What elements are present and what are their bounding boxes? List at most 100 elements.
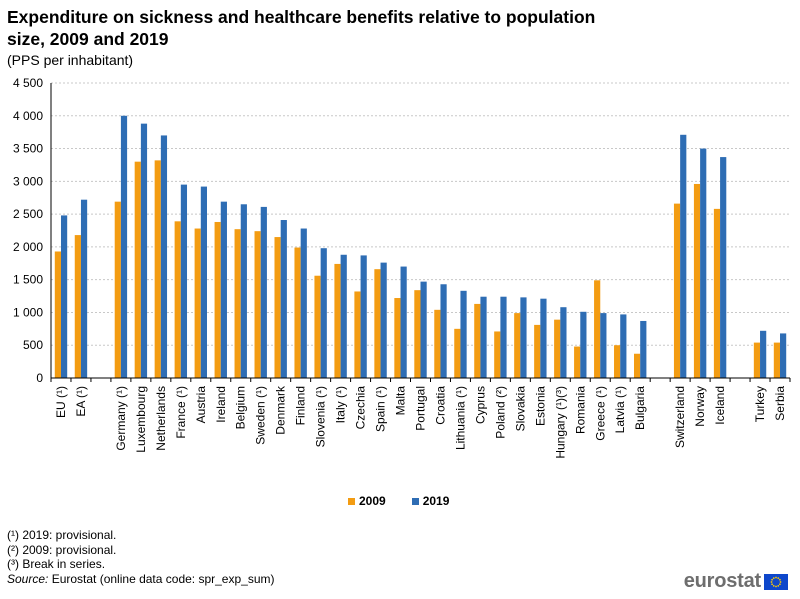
x-tick-label: Malta: [394, 386, 408, 416]
bar-2009: [514, 313, 521, 378]
bar-2019: [520, 297, 527, 378]
x-tick-label: Finland: [294, 386, 308, 425]
x-tick-label: France (¹): [174, 386, 188, 439]
y-tick-label: 1 000: [13, 305, 43, 319]
bar-2009: [154, 160, 161, 378]
y-tick-label: 3 500: [13, 142, 43, 156]
x-tick-label: Belgium: [234, 386, 248, 429]
x-tick-label: Serbia: [773, 386, 787, 421]
y-tick-label: 2 000: [13, 240, 43, 254]
bar-2009: [354, 291, 361, 378]
x-tick-label: Italy (¹): [334, 386, 348, 423]
x-tick-label: Netherlands: [154, 386, 168, 451]
bar-2009: [614, 345, 621, 378]
x-tick-label: Austria: [194, 386, 208, 424]
bar-2019: [200, 186, 207, 378]
bar-2009: [254, 231, 261, 378]
legend-swatch-2019: [411, 497, 419, 505]
legend: 2009 2019: [348, 494, 449, 508]
bar-2009: [534, 324, 541, 378]
bar-2019: [440, 284, 447, 378]
bar-2009: [574, 346, 581, 378]
x-tick-label: Turkey: [753, 386, 767, 422]
source-label: Source:: [7, 571, 49, 586]
bar-2019: [240, 204, 247, 378]
footnote: (²) 2009: provisional.: [7, 542, 117, 557]
bar-2019: [580, 311, 587, 378]
bar-2019: [320, 248, 327, 378]
bar-2009: [134, 161, 141, 378]
x-tick-label: EA (¹): [74, 386, 88, 417]
bar-2009: [274, 237, 281, 378]
bar-2009: [693, 183, 701, 378]
y-tick-label: 1 500: [13, 273, 43, 287]
x-tick-label: Lithuania (¹): [453, 386, 467, 450]
y-tick-label: 0: [36, 371, 43, 385]
x-tick-label: Denmark: [274, 385, 288, 435]
bar-2019: [780, 333, 787, 378]
bar-2019: [460, 290, 467, 378]
x-tick-label: Romania: [573, 386, 587, 434]
source-text: Eurostat (online data code: spr_exp_sum): [48, 571, 275, 586]
x-tick-label: Cyprus: [473, 386, 487, 424]
bar-2019: [680, 134, 687, 378]
bar-2019: [260, 206, 267, 378]
eu-flag-icon: [764, 573, 788, 590]
bar-2009: [474, 303, 481, 378]
bar-2009: [374, 269, 381, 378]
bar-2009: [54, 251, 61, 378]
bar-2019: [640, 320, 647, 378]
bar-2019: [60, 215, 68, 378]
bar-2019: [560, 307, 567, 378]
bar-2009: [434, 309, 441, 378]
y-tick-label: 4 500: [13, 76, 43, 90]
bar-2019: [160, 135, 168, 378]
y-tick-label: 4 000: [13, 109, 43, 123]
y-tick-label: 3 000: [13, 174, 43, 188]
x-tick-label: Portugal: [414, 386, 428, 431]
bar-2009: [673, 203, 681, 378]
bar-2019: [180, 184, 188, 378]
bar-2019: [420, 281, 427, 378]
x-tick-label: Spain (¹): [374, 386, 388, 432]
bar-2019: [500, 296, 507, 378]
bar-2019: [540, 298, 547, 378]
bar-2019: [140, 123, 148, 378]
y-tick-label: 2 500: [13, 207, 43, 221]
x-tick-label: Bulgaria: [633, 386, 647, 430]
bar-2009: [294, 247, 301, 378]
bar-2009: [334, 263, 341, 378]
bar-2019: [480, 296, 487, 378]
bar-2019: [400, 266, 407, 378]
x-tick-label: Poland (²): [493, 386, 507, 439]
bar-2019: [360, 255, 367, 378]
x-tick-label: Germany (¹): [114, 386, 128, 451]
bar-2019: [380, 262, 387, 378]
bar-2009: [554, 319, 561, 378]
legend-label-2019: 2019: [422, 494, 450, 508]
bar-chart: 0 500 1 000 1 500 2 000 2 500 3 000 3 500 4 000 4…: [13, 76, 791, 459]
x-tick-label: Slovakia: [513, 386, 527, 432]
legend-item-2019: 2019: [411, 494, 450, 508]
bar-2009: [114, 201, 121, 378]
bar-2009: [214, 221, 221, 378]
bar-2009: [494, 331, 501, 378]
footnotes: (¹) 2019: provisional. (²) 2009: provisi…: [7, 528, 274, 586]
x-tick-label: Estonia: [533, 386, 547, 426]
x-tick-label: Luxembourg: [134, 386, 148, 453]
legend-swatch-2009: [348, 497, 355, 505]
bar-2009: [74, 235, 81, 378]
x-tick-label: Ireland: [214, 386, 228, 423]
bar-2009: [414, 290, 421, 378]
bar-2009: [594, 280, 601, 378]
y-tick-label: 500: [23, 338, 43, 352]
x-tick-label: Latvia (¹): [613, 386, 627, 433]
bar-2009: [174, 221, 181, 378]
x-tick-label: Czechia: [354, 386, 368, 430]
bar-2019: [600, 313, 607, 378]
x-tick-label: Hungary (¹)(³): [553, 386, 567, 459]
chart-subtitle: (PPS per inhabitant): [7, 52, 134, 68]
bar-2019: [760, 330, 767, 378]
footnote: (³) Break in series.: [7, 557, 106, 571]
bar-2019: [700, 148, 707, 378]
